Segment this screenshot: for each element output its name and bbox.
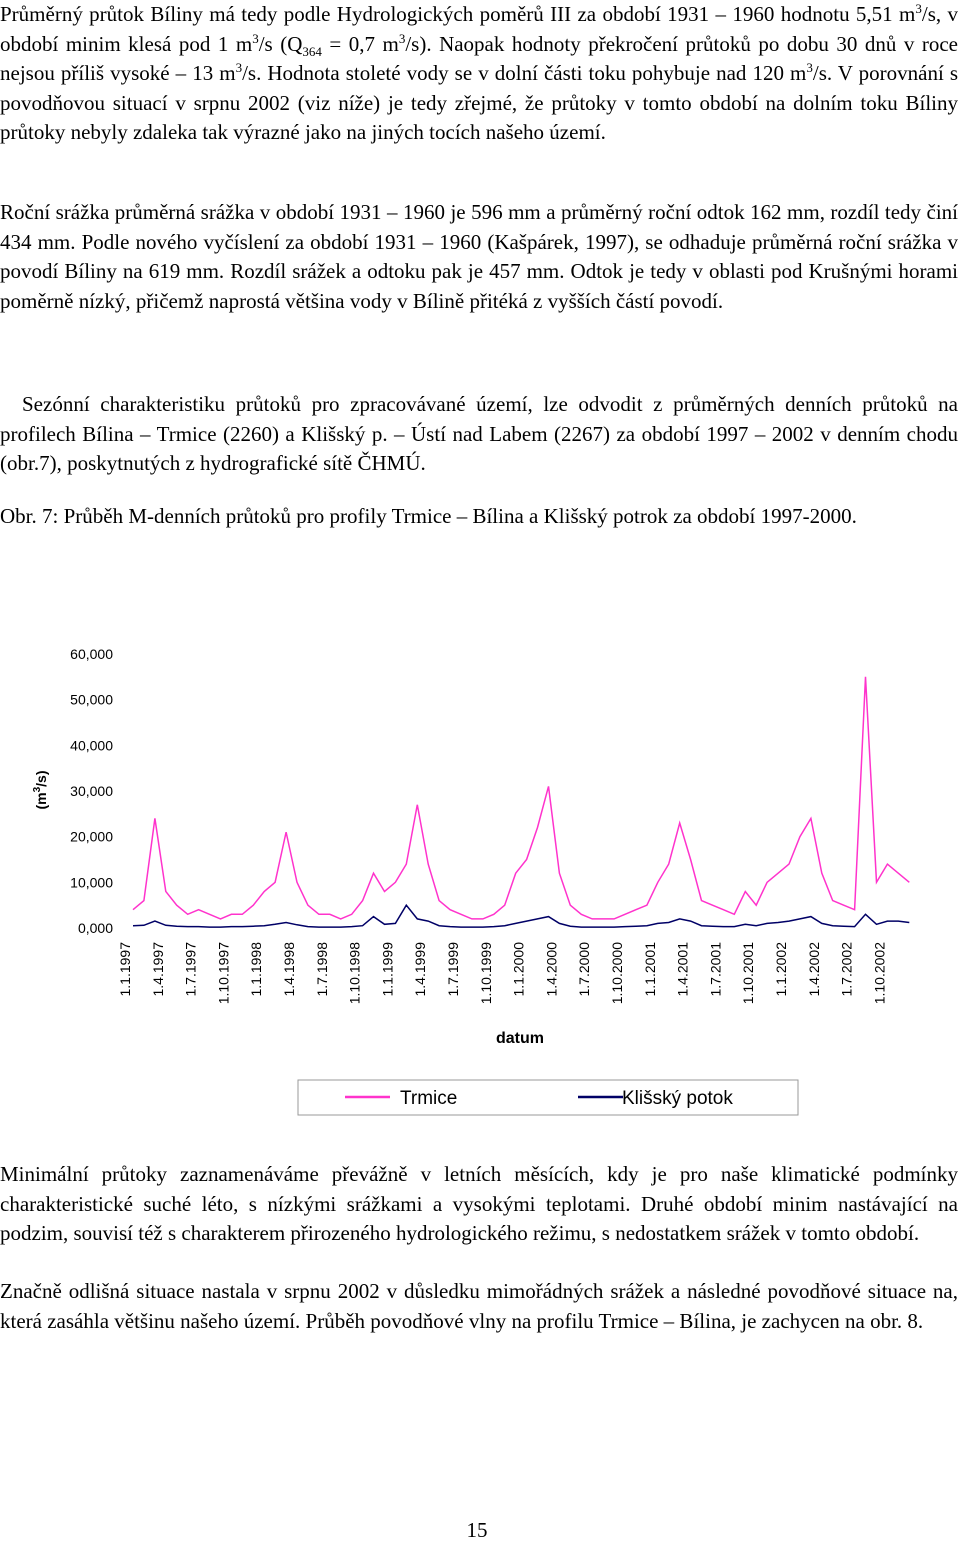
figure-caption: Obr. 7: Průběh M-denních průtoků pro pro…: [0, 504, 857, 528]
y-axis-label: (m3/s): [32, 770, 49, 809]
y-tick-label: 60,000: [70, 646, 113, 662]
x-tick-label: 1.4.2002: [806, 942, 822, 997]
x-tick-label: 1.1.2000: [511, 942, 527, 997]
y-tick-label: 0,000: [78, 920, 113, 936]
x-tick-label: 1.10.1999: [478, 942, 494, 1004]
x-tick-label: 1.10.2002: [871, 942, 887, 1004]
legend-label: Klišský potok: [622, 1088, 733, 1109]
x-tick-label: 1.4.1997: [150, 942, 166, 997]
series-line: [132, 903, 910, 928]
text-run: /s. Hodnota stoleté vody se v dolní část…: [242, 61, 807, 86]
x-tick-label: 1.1.2002: [773, 942, 789, 997]
x-tick-label: 1.4.2000: [543, 942, 559, 997]
x-tick-label: 1.4.1998: [281, 942, 297, 997]
y-tick-label: 40,000: [70, 737, 113, 753]
page-number: 15: [466, 1518, 488, 1542]
text-run: /s, v období minim klesá pod 1 m: [0, 2, 958, 56]
x-tick-label: 1.7.1998: [314, 942, 330, 997]
paragraph: Průměrný průtok Bíliny má tedy podle Hyd…: [0, 0, 958, 148]
text-run: = 0,7 m: [321, 31, 399, 56]
text-run: 3: [806, 60, 813, 76]
x-tick-label: 1.10.2001: [740, 942, 756, 1004]
y-axis-label-part: 3: [32, 786, 43, 792]
y-axis-label-part: /s): [33, 770, 49, 786]
x-tick-label: 1.1.1999: [379, 942, 395, 997]
paragraph: Roční srážka průměrná srážka v období 19…: [0, 200, 958, 313]
text-run: Průměrný průtok Bíliny má tedy podle Hyd…: [0, 2, 916, 26]
text-run: 3: [398, 30, 406, 46]
x-tick-label: 1.10.1998: [347, 942, 363, 1004]
x-tick-label: 1.7.1999: [445, 942, 461, 997]
x-axis-label: datum: [496, 1030, 544, 1047]
x-tick-label: 1.1.1998: [248, 942, 264, 997]
x-tick-label: 1.10.2000: [609, 942, 625, 1004]
y-tick-label: 10,000: [70, 874, 113, 890]
text-run: 3: [235, 60, 243, 76]
x-tick-label: 1.7.2002: [839, 942, 855, 997]
text-run: /s. V porovnání s povodňovou situací v s…: [0, 61, 959, 145]
x-tick-label: 1.10.1997: [215, 942, 231, 1004]
text-run: 3: [915, 1, 922, 16]
x-tick-label: 1.7.2001: [707, 942, 723, 997]
text-run: 364: [302, 43, 322, 59]
series-line: [132, 676, 910, 920]
text-run: /s). Naopak hodnoty překročení průtoků p…: [0, 31, 958, 86]
x-tick-label: 1.4.2001: [675, 942, 691, 997]
y-axis-label-part: (m: [33, 792, 49, 809]
chart: datum 0,000 10,000 20,000 30,000 40,000 50,00…: [32, 646, 910, 1116]
x-tick-label: 1.1.1997: [117, 942, 133, 997]
y-tick-label: 20,000: [70, 829, 113, 845]
paragraph: Značně odlišná situace nastala v srpnu 2…: [0, 1279, 958, 1333]
y-tick-label: 50,000: [70, 692, 113, 708]
x-tick-label: 1.7.1997: [183, 942, 199, 997]
paragraph: Sezónní charakteristiku průtoků pro zpra…: [0, 392, 958, 476]
x-tick-label: 1.4.1999: [412, 942, 428, 997]
y-tick-label: 30,000: [70, 783, 113, 799]
text-run: /s (Q: [258, 31, 303, 56]
legend-label: Trmice: [400, 1088, 457, 1109]
x-tick-label: 1.1.2001: [642, 942, 658, 997]
x-tick-label: 1.7.2000: [576, 942, 592, 997]
text-run: 3: [252, 30, 259, 46]
paragraph: Minimální průtoky zaznamenáváme převážně…: [0, 1162, 958, 1246]
